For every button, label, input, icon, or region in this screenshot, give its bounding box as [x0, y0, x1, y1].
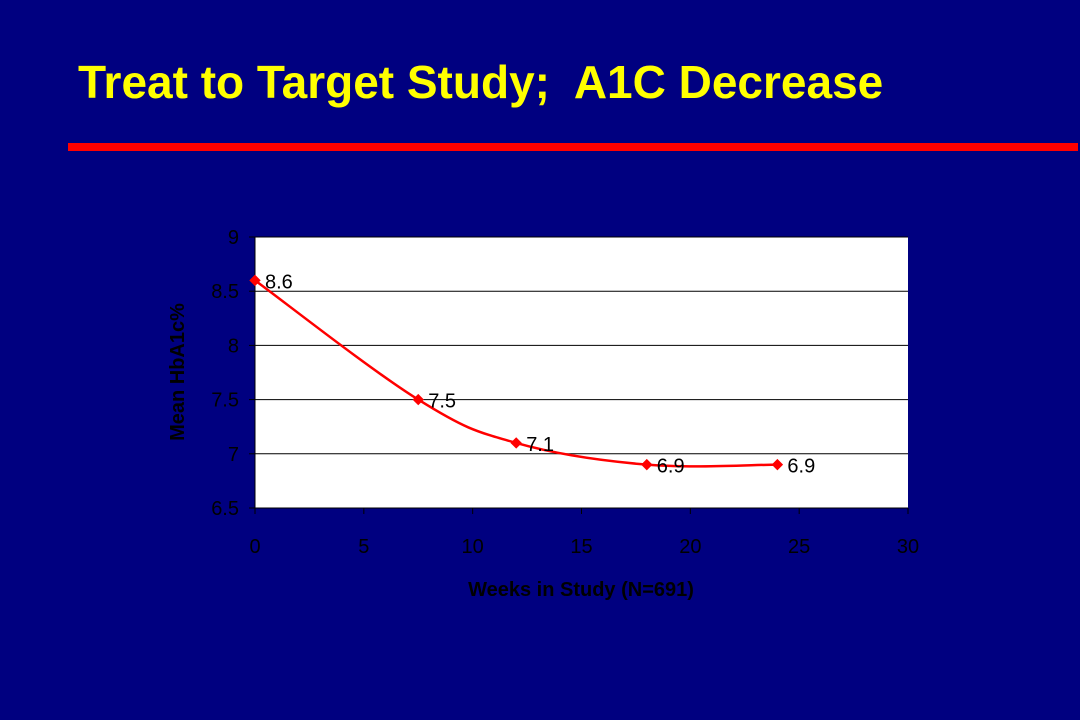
- y-tick-label: 7: [228, 444, 239, 466]
- data-label: 8.6: [265, 271, 293, 293]
- y-axis-title: Mean HbA1c%: [167, 303, 189, 441]
- x-tick-label: 5: [358, 536, 369, 558]
- series-layer: 8.6 7.5 7.1 6.9 6.9: [249, 271, 815, 478]
- y-tick-label: 6.5: [211, 498, 239, 520]
- grid-lines: [255, 236, 908, 455]
- x-tick-label: 0: [249, 536, 260, 558]
- x-tick-label: 25: [788, 536, 810, 558]
- y-tick-label: 9: [228, 227, 239, 249]
- y-axis-ticks: 6.5 7 7.5 8 8.5 9: [211, 227, 255, 520]
- data-point-marker: [771, 458, 784, 471]
- x-tick-label: 15: [570, 536, 592, 558]
- data-point-marker: [412, 393, 424, 406]
- title-underline: [68, 143, 1078, 151]
- data-point-marker: [510, 437, 522, 449]
- data-label: 6.9: [787, 456, 815, 478]
- x-axis-title: Weeks in Study (N=691): [468, 579, 694, 601]
- data-point-marker: [641, 458, 653, 471]
- x-axis-ticks: 0 5 10 15 20 25 30: [249, 508, 919, 558]
- x-tick-label: 30: [897, 536, 919, 558]
- data-point-marker: [249, 274, 261, 287]
- data-label: 7.1: [526, 434, 554, 456]
- y-tick-label: 8: [228, 335, 239, 357]
- y-tick-label: 8.5: [211, 281, 239, 303]
- slide-title: Treat to Target Study; A1C Decrease: [78, 56, 884, 108]
- x-tick-label: 20: [679, 536, 701, 558]
- data-label: 7.5: [428, 391, 456, 413]
- x-tick-label: 10: [462, 536, 484, 558]
- y-tick-label: 7.5: [211, 390, 239, 412]
- data-label: 6.9: [657, 456, 685, 478]
- plot-area: [255, 237, 908, 508]
